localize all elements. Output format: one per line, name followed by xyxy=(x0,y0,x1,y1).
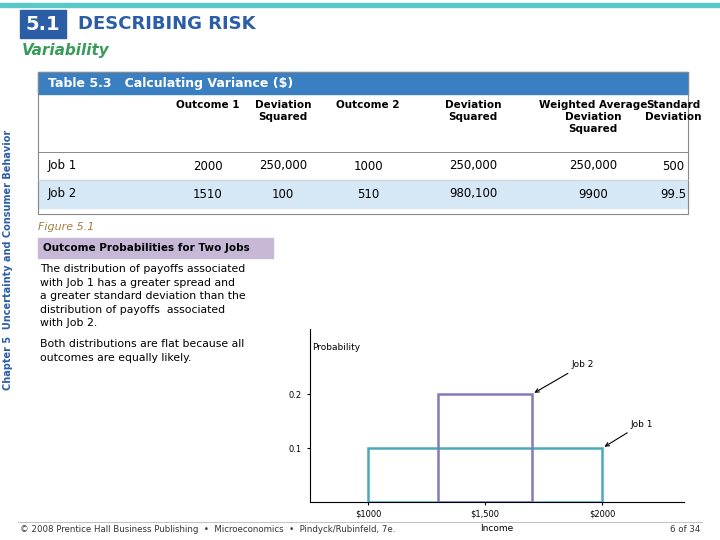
Text: 99.5: 99.5 xyxy=(660,187,686,200)
Text: 250,000: 250,000 xyxy=(259,159,307,172)
Text: Table 5.3   Calculating Variance ($): Table 5.3 Calculating Variance ($) xyxy=(48,77,293,90)
Bar xyxy=(38,72,688,94)
Text: Figure 5.1: Figure 5.1 xyxy=(38,222,94,232)
Bar xyxy=(0,3,720,7)
Text: Weighted Average: Weighted Average xyxy=(539,100,647,110)
Text: Both distributions are flat because all
outcomes are equally likely.: Both distributions are flat because all … xyxy=(40,339,244,362)
Text: DESCRIBING RISK: DESCRIBING RISK xyxy=(78,15,256,33)
Text: Job 1: Job 1 xyxy=(48,159,77,172)
Bar xyxy=(38,152,688,180)
Text: Variability: Variability xyxy=(22,44,109,58)
Text: 100: 100 xyxy=(272,187,294,200)
Text: 1000: 1000 xyxy=(354,159,383,172)
Text: The distribution of payoffs associated
with Job 1 has a greater spread and
a gre: The distribution of payoffs associated w… xyxy=(40,264,246,328)
Text: Chapter 5  Uncertainty and Consumer Behavior: Chapter 5 Uncertainty and Consumer Behav… xyxy=(3,130,13,390)
Text: Standard
Deviation: Standard Deviation xyxy=(644,100,701,122)
Text: Deviation
Squared: Deviation Squared xyxy=(445,100,501,122)
Text: 9900: 9900 xyxy=(578,187,608,200)
Text: Job 1: Job 1 xyxy=(606,420,653,446)
X-axis label: Income: Income xyxy=(480,524,513,534)
Text: Job 2: Job 2 xyxy=(536,360,594,392)
Text: © 2008 Prentice Hall Business Publishing  •  Microeconomics  •  Pindyck/Rubinfel: © 2008 Prentice Hall Business Publishing… xyxy=(20,525,395,535)
Bar xyxy=(38,180,688,208)
Text: 1510: 1510 xyxy=(193,187,223,200)
Text: 2000: 2000 xyxy=(193,159,222,172)
Text: Deviation
Squared: Deviation Squared xyxy=(564,112,621,133)
Bar xyxy=(38,94,688,152)
Text: 980,100: 980,100 xyxy=(449,187,497,200)
Text: Outcome 2: Outcome 2 xyxy=(336,100,400,110)
Text: 500: 500 xyxy=(662,159,684,172)
Text: Probability: Probability xyxy=(312,343,360,352)
Text: Outcome Probabilities for Two Jobs: Outcome Probabilities for Two Jobs xyxy=(43,243,250,253)
Text: 510: 510 xyxy=(357,187,379,200)
Text: 250,000: 250,000 xyxy=(569,159,617,172)
Text: Job 2: Job 2 xyxy=(48,187,77,200)
Bar xyxy=(20,10,66,38)
Text: 5.1: 5.1 xyxy=(26,15,60,33)
Bar xyxy=(368,448,602,502)
Text: 250,000: 250,000 xyxy=(449,159,497,172)
Bar xyxy=(38,238,273,258)
Text: Outcome 1: Outcome 1 xyxy=(176,100,240,110)
Bar xyxy=(38,72,688,214)
Text: 6 of 34: 6 of 34 xyxy=(670,525,700,535)
Bar xyxy=(438,394,532,502)
Text: Deviation
Squared: Deviation Squared xyxy=(255,100,311,122)
